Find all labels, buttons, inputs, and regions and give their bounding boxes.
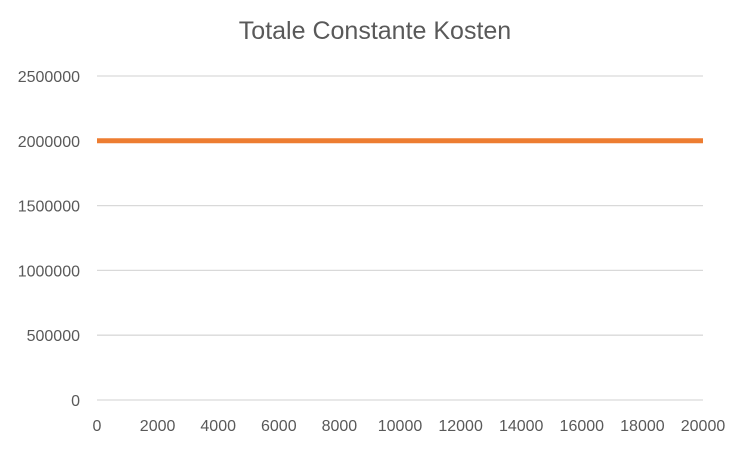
x-tick-label: 14000 [499, 418, 544, 435]
x-tick-label: 16000 [560, 418, 605, 435]
x-tick-label: 4000 [200, 418, 236, 435]
x-tick-label: 8000 [322, 418, 358, 435]
x-tick-label: 18000 [620, 418, 665, 435]
x-tick-label: 12000 [438, 418, 483, 435]
y-tick-label: 0 [71, 393, 80, 410]
x-tick-label: 6000 [261, 418, 297, 435]
y-tick-label: 500000 [27, 328, 80, 345]
x-tick-label: 20000 [681, 418, 726, 435]
y-tick-label: 1000000 [18, 263, 80, 280]
x-tick-label: 0 [93, 418, 102, 435]
y-tick-label: 1500000 [18, 199, 80, 216]
x-tick-label: 2000 [140, 418, 176, 435]
chart-title: Totale Constante Kosten [238, 17, 512, 45]
y-tick-label: 2500000 [18, 69, 80, 86]
x-tick-label: 10000 [378, 418, 423, 435]
y-tick-label: 2000000 [18, 134, 80, 151]
